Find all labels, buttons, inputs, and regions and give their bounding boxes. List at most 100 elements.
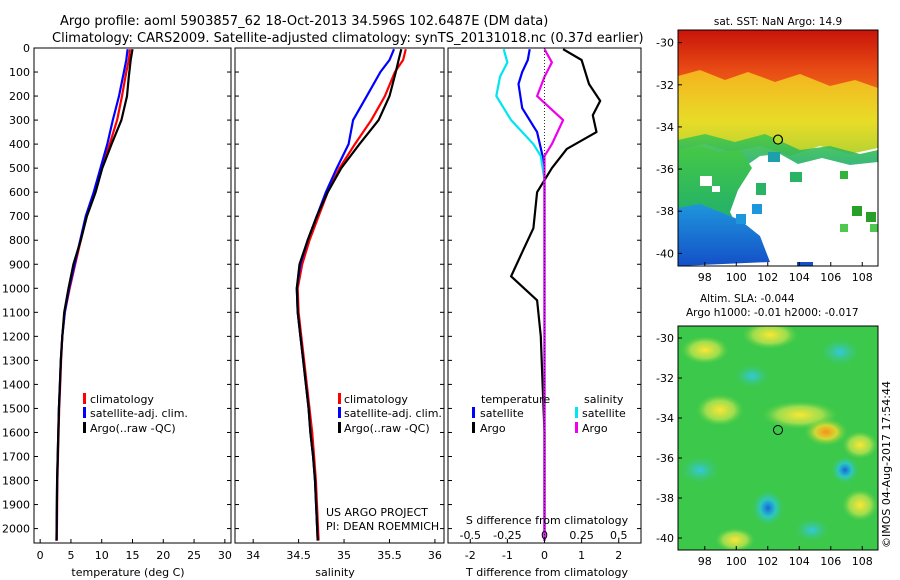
temperature-legend: climatology satellite-adj. clim. Argo(..… (83, 393, 188, 435)
ytick-label: 400 (9, 138, 30, 151)
sla-map-image (678, 326, 878, 550)
ytick-label: 1100 (2, 306, 30, 319)
difference-top-xlabel: S difference from climatology (466, 514, 629, 527)
ytick-label: 800 (9, 234, 30, 247)
sst-argo-location-marker (772, 134, 784, 145)
sla-map-xtick-label: 102 (757, 555, 778, 568)
ytick-label: 500 (9, 162, 30, 175)
sst-map-xtick-label: 106 (820, 271, 841, 284)
ytick-label: 2000 (2, 523, 30, 536)
legend-label-argo: Argo(..raw -QC) (90, 422, 176, 435)
legend-swatch-satellite (83, 407, 86, 418)
difference-s-xtick-label: 0.25 (569, 529, 594, 542)
sla-map-xtick-label: 98 (698, 555, 712, 568)
ytick-label: 1500 (2, 402, 30, 415)
header-line-1: Argo profile: aoml 5903857_62 18-Oct-201… (60, 14, 548, 29)
sst-map-xtick-label: 102 (757, 271, 778, 284)
temperature-panel (33, 47, 232, 544)
salinity-series-satellite-adj-clim- (295, 48, 396, 541)
legend-label-argo: Argo(..raw -QC) (344, 422, 430, 435)
legend-swatch-t-argo (472, 422, 475, 433)
salinity-xtick-label: 35 (337, 549, 351, 562)
legend-label-s-satellite: satellite (582, 407, 626, 420)
temperature-xtick-label: 10 (95, 549, 109, 562)
sst-map-ytick-label: -30 (656, 37, 674, 50)
ytick-label: 200 (9, 90, 30, 103)
legend-swatch-t-satellite (472, 407, 475, 418)
difference-lines (495, 48, 602, 541)
legend-label-climatology: climatology (90, 393, 154, 406)
legend-temperature-title: temperature (481, 393, 550, 406)
credit-text: ©IMOS 04-Aug-2017 17:54:44 (880, 381, 893, 548)
salinity-series-argo-raw-qc- (295, 48, 403, 541)
legend-salinity-title: salinity (584, 393, 624, 406)
difference-t-xtick-label: 2 (615, 549, 622, 562)
sla-map-xtick-label: 100 (726, 555, 747, 568)
temperature-lines (55, 49, 134, 541)
salinity-panel (234, 47, 445, 544)
ytick-label: 1800 (2, 475, 30, 488)
ytick-label: 700 (9, 210, 30, 223)
sst-map-xtick-label: 108 (852, 271, 873, 284)
header-line-2: Climatology: CARS2009. Satellite-adjuste… (52, 31, 644, 46)
sla-map-xtick-label: 104 (789, 555, 810, 568)
ytick-label: 100 (9, 66, 30, 79)
salinity-series-climatology (296, 48, 407, 541)
difference-s-xtick-label: -0.25 (493, 529, 521, 542)
sla-map-ytick-label: -34 (656, 412, 674, 425)
sla-map-ytick-label: -30 (656, 332, 674, 345)
project-annotation-2: PI: DEAN ROEMMICH (326, 520, 439, 533)
legend-label-t-satellite: satellite (480, 407, 524, 420)
legend-swatch-climatology (338, 393, 341, 404)
difference-s-xtick-label: 0 (541, 529, 548, 542)
legend-label-t-argo: Argo (480, 422, 506, 435)
legend-label-climatology: climatology (344, 393, 408, 406)
difference-t-xtick-label: 1 (578, 549, 585, 562)
temperature-xtick-label: 5 (67, 549, 74, 562)
salinity-xtick-label: 35.5 (377, 549, 402, 562)
sst-map-xtick-label: 100 (726, 271, 747, 284)
ytick-label: 600 (9, 186, 30, 199)
sla-map-frame (677, 325, 879, 551)
difference-series-s-satellite (495, 48, 546, 541)
sst-map-frame (677, 29, 879, 267)
ytick-label: 900 (9, 258, 30, 271)
ytick-label: 1600 (2, 426, 30, 439)
sla-map-title-1: Altim. SLA: -0.044 (700, 293, 795, 305)
legend-label-satellite: satellite-adj. clim. (90, 407, 188, 420)
difference-series-s-argo (535, 48, 565, 541)
difference-xlabel: T difference from climatology (465, 566, 628, 579)
temperature-xtick-label: 15 (126, 549, 140, 562)
salinity-xtick-label: 36 (428, 549, 442, 562)
sst-map-ytick-label: -40 (656, 247, 674, 260)
temperature-xtick-label: 25 (187, 549, 201, 562)
ytick-label: 1300 (2, 354, 30, 367)
salinity-xtick-label: 34.5 (286, 549, 311, 562)
temperature-series-argo-raw-qc- (55, 49, 134, 541)
sst-map-image (678, 30, 878, 266)
sst-map-xtick-label: 98 (698, 271, 712, 284)
sla-map-ytick-label: -38 (656, 492, 674, 505)
sla-map-title-2: Argo h1000: -0.01 h2000: -0.017 (686, 307, 859, 319)
salinity-xtick-label: 34 (246, 549, 260, 562)
sla-argo-location-marker (773, 425, 783, 435)
difference-s-xtick-label: 0.5 (610, 529, 628, 542)
temperature-xtick-label: 30 (218, 549, 232, 562)
temperature-xtick-label: 20 (156, 549, 170, 562)
map-axis-ticks: 98 100 102 104 106 108 -30 -32 -34 -36 -38 -40 98 100… (656, 37, 873, 568)
sst-map-ytick-label: -38 (656, 205, 674, 218)
temperature-xlabel: temperature (deg C) (71, 566, 184, 579)
legend-swatch-argo (338, 422, 341, 433)
sla-map-ytick-label: -36 (656, 452, 674, 465)
sst-map-ytick-label: -36 (656, 163, 674, 176)
sla-map-xtick-label: 108 (852, 555, 873, 568)
legend-label-satellite: satellite-adj. clim. (344, 407, 442, 420)
sst-map-xtick-label: 104 (789, 271, 810, 284)
legend-swatch-s-satellite (575, 407, 578, 418)
difference-t-xtick-label: -2 (465, 549, 476, 562)
sla-map-xtick-label: 106 (820, 555, 841, 568)
project-annotation-1: US ARGO PROJECT (326, 506, 428, 519)
sst-map-ytick-label: -34 (656, 121, 674, 134)
ytick-label: 1200 (2, 330, 30, 343)
